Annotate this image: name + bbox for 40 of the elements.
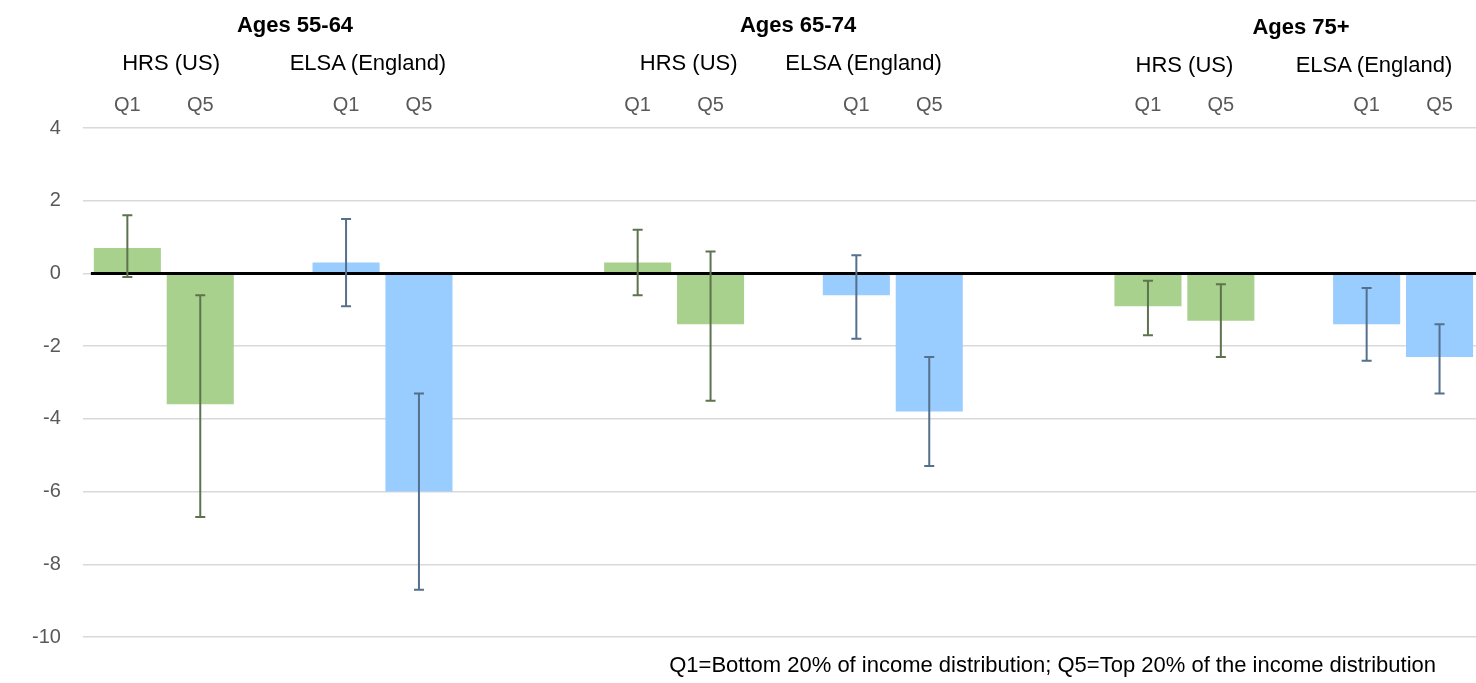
bar [1114, 274, 1182, 307]
x-tick-label: Q5 [186, 92, 214, 115]
x-tick-label: Q5 [697, 92, 724, 115]
bar [93, 247, 161, 273]
x-tick-label: Q5 [1207, 92, 1235, 115]
x-tick-label: Q1 [843, 92, 870, 115]
bar [895, 274, 963, 412]
text: ELSA (England) [785, 50, 942, 76]
x-tick-label: Q5 [915, 92, 943, 115]
x-tick-label: Q1 [114, 92, 141, 115]
text: ELSA (England) [1295, 52, 1453, 78]
text: HRS (US) [1135, 52, 1234, 78]
text: ELSA (England) [289, 50, 447, 76]
bar [1333, 274, 1401, 325]
x-tick-label: Q1 [1134, 92, 1162, 115]
y-tick-label: 0 [49, 260, 61, 283]
y-tick-label: 2 [49, 188, 61, 211]
x-tick-label: Q5 [1426, 92, 1453, 115]
text: HRS (US) [122, 50, 220, 76]
x-tick-label: Q1 [332, 92, 360, 115]
bar [677, 274, 745, 325]
y-tick-label: -4 [43, 406, 61, 429]
bar [822, 274, 890, 296]
text: Q1=Bottom 20% of income distribution; Q5=Top 20% of the income distribution [669, 652, 1436, 678]
text: Ages 75+ [1252, 14, 1350, 40]
text: HRS (US) [639, 50, 738, 76]
bar [1187, 274, 1255, 321]
text: Ages 65-74 [739, 12, 857, 38]
y-tick-label: -2 [43, 333, 61, 356]
bar [1406, 274, 1474, 358]
x-tick-label: Q5 [405, 92, 433, 115]
bar [385, 274, 453, 492]
x-tick-label: Q1 [1353, 92, 1380, 115]
y-tick-label: 4 [49, 115, 61, 138]
x-tick-label: Q1 [624, 92, 651, 115]
text: Ages 55-64 [236, 12, 354, 38]
y-tick-label: -10 [32, 624, 61, 647]
bar [166, 274, 234, 405]
y-tick-label: -6 [43, 479, 61, 502]
y-tick-label: -8 [43, 551, 61, 574]
